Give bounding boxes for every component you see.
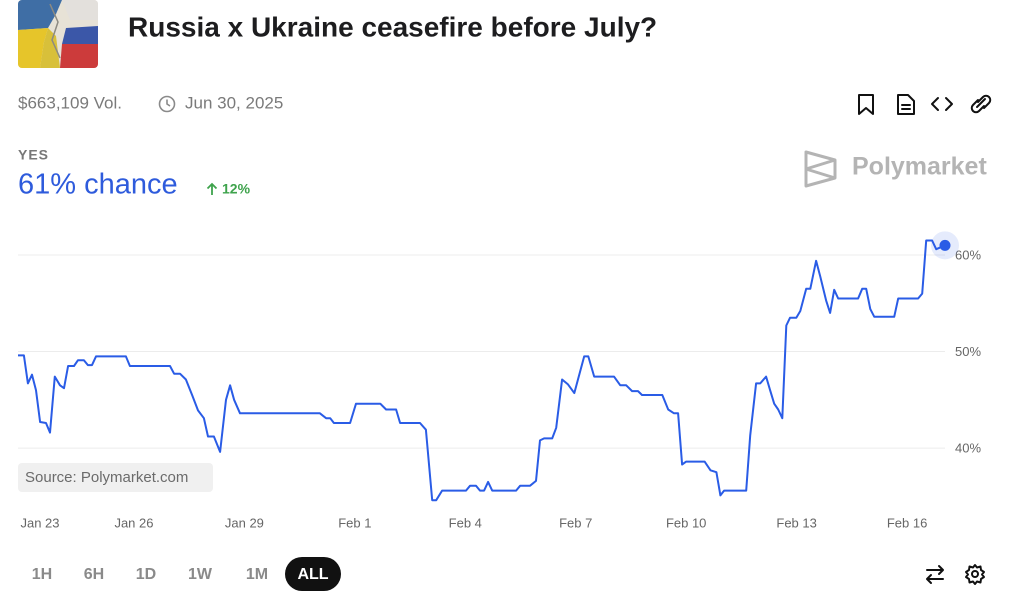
x-tick-label: Jan 29: [225, 515, 264, 530]
x-tick-label: Feb 4: [449, 515, 482, 530]
range-button[interactable]: 6H: [84, 566, 104, 583]
y-tick-label: 40%: [955, 441, 981, 456]
swap-button[interactable]: [926, 565, 944, 584]
x-tick-label: Feb 7: [559, 515, 592, 530]
x-tick-label: Jan 26: [114, 515, 153, 530]
range-button[interactable]: 1M: [246, 566, 268, 583]
source-badge: [18, 463, 213, 492]
market-title: Russia x Ukraine ceasefire before July?: [128, 11, 657, 42]
range-button[interactable]: 1H: [32, 566, 52, 583]
range-button[interactable]: 1W: [188, 566, 213, 583]
end-date: Jun 30, 2025: [185, 93, 283, 112]
current-point: [939, 239, 951, 251]
market-image: [18, 0, 98, 68]
link-button[interactable]: [970, 94, 992, 114]
outcome-change: 12%: [222, 181, 251, 197]
x-tick-label: Feb 13: [776, 515, 816, 530]
volume: $663,109 Vol.: [18, 93, 122, 112]
y-tick-label: 50%: [955, 344, 981, 359]
brand-name: Polymarket: [852, 153, 987, 181]
range-label: ALL: [297, 566, 328, 583]
bookmark-button[interactable]: [858, 94, 874, 115]
x-tick-label: Jan 23: [20, 515, 59, 530]
clock-icon: [158, 95, 176, 113]
x-tick-label: Feb 1: [338, 515, 371, 530]
y-tick-label: 60%: [955, 247, 981, 262]
price-line: [18, 239, 946, 502]
x-tick-label: Feb 16: [887, 515, 927, 530]
range-pill: [285, 557, 341, 591]
range-label: 1W: [188, 566, 213, 583]
outcome-chance: 61% chance: [18, 169, 178, 201]
price-chart: 40% 50% 60% Jan 23 Jan 26 Jan 29 Feb 1 Feb 4 Feb…: [18, 231, 981, 530]
document-button[interactable]: [897, 94, 915, 115]
range-label: 1D: [136, 566, 156, 583]
source-text: Source: Polymarket.com: [25, 469, 188, 486]
x-tick-label: Feb 10: [666, 515, 706, 530]
brand-logo: [804, 150, 837, 188]
range-label: 6H: [84, 566, 104, 583]
range-selector: 1H 6H 1D 1W 1M ALL: [32, 557, 341, 591]
range-label: 1H: [32, 566, 52, 583]
outcome-label: YES: [18, 147, 49, 163]
range-label: 1M: [246, 566, 268, 583]
settings-button[interactable]: [965, 564, 985, 585]
range-button[interactable]: 1D: [136, 566, 156, 583]
change-arrow: [206, 182, 218, 195]
range-button[interactable]: ALL: [285, 557, 341, 591]
embed-button[interactable]: [931, 97, 953, 111]
